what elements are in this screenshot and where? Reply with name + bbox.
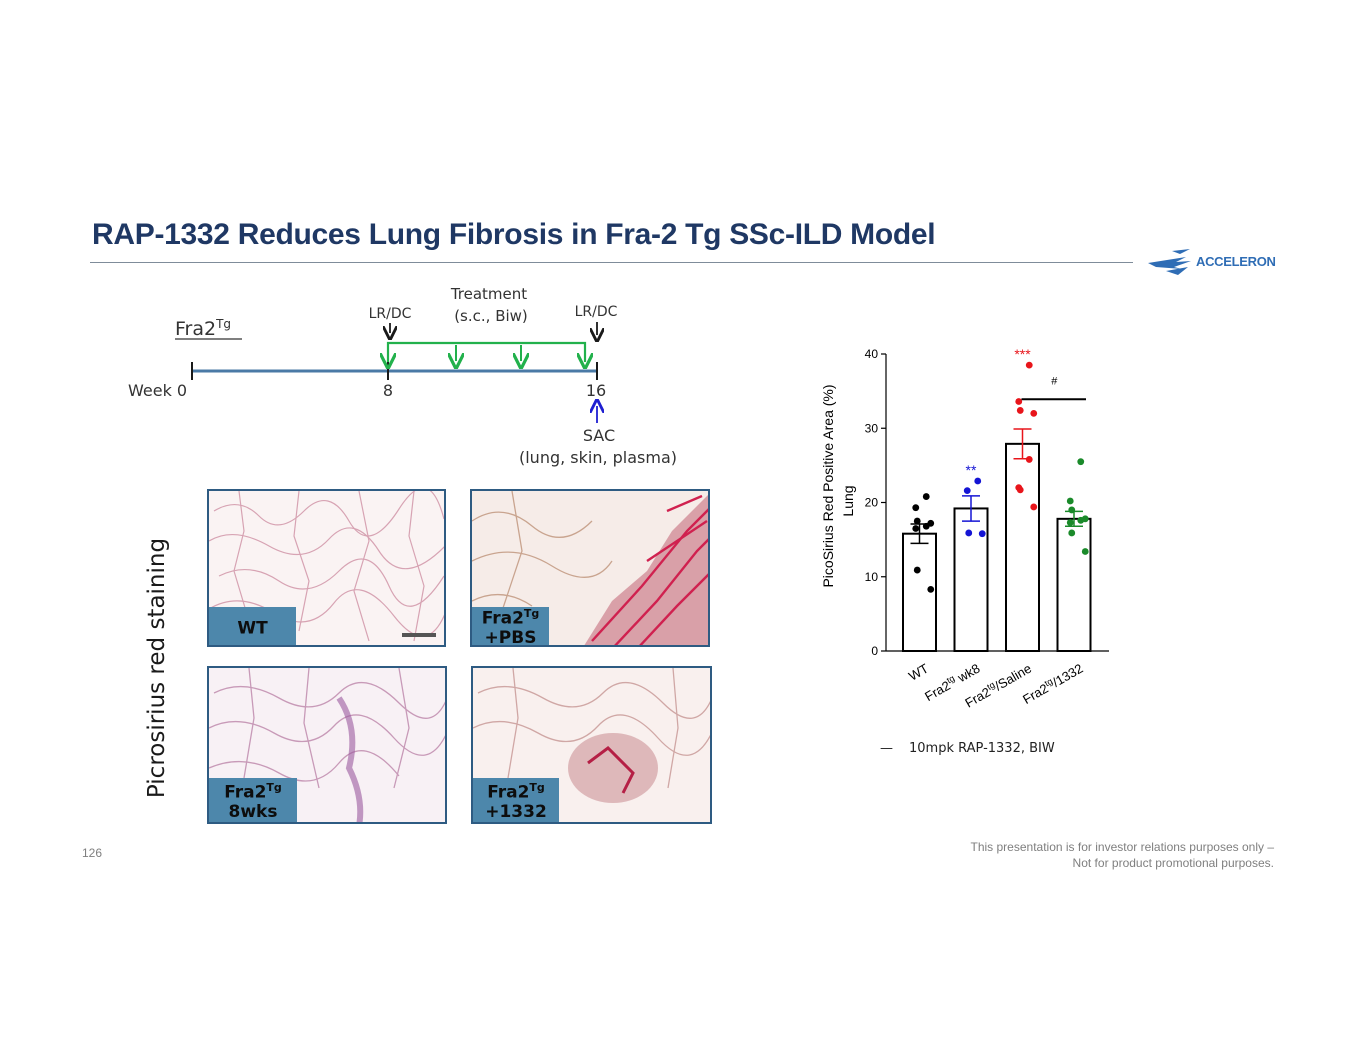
data-point bbox=[1025, 361, 1033, 369]
lrdc-left: LR/DC bbox=[369, 306, 412, 322]
data-point bbox=[913, 517, 921, 525]
week-label: Week 0 bbox=[128, 381, 187, 400]
significance-marker: *** bbox=[1014, 346, 1031, 362]
logo-text: ACCELERON bbox=[1196, 254, 1276, 269]
significance-marker: ** bbox=[966, 462, 977, 478]
data-point bbox=[1016, 407, 1024, 414]
data-point bbox=[965, 529, 973, 537]
data-point bbox=[1025, 456, 1033, 463]
comparison-marker: # bbox=[1051, 375, 1058, 387]
data-point bbox=[1077, 458, 1085, 466]
staining-side-label: Picrosirius red staining bbox=[144, 537, 170, 799]
picrosirius-bar-chart: 0 10 20 30 40 PicoSirius Red Positive Area (%… bbox=[820, 346, 1109, 711]
data-point bbox=[912, 504, 920, 512]
histology-panel-wt: WT bbox=[207, 489, 446, 647]
data-point bbox=[963, 487, 971, 495]
disclaimer-line-2: Not for product promotional purposes. bbox=[1072, 856, 1274, 870]
acceleron-logo bbox=[1148, 249, 1191, 275]
data-point bbox=[978, 530, 986, 538]
data-point bbox=[1030, 503, 1038, 511]
histology-panel-fra2-1332: Fra2Tg +1332 bbox=[471, 666, 712, 824]
panel-label: Fra2Tg +PBS bbox=[472, 607, 549, 645]
data-point bbox=[912, 525, 920, 532]
lrdc-right: LR/DC bbox=[575, 304, 618, 320]
panel-label: WT bbox=[209, 607, 296, 645]
data-point bbox=[1066, 497, 1074, 505]
treatment-label: Treatment bbox=[450, 285, 527, 303]
disclaimer: This presentation is for investor relati… bbox=[971, 839, 1275, 871]
y-tick-label: 20 bbox=[865, 496, 879, 510]
legend-text: 10mpk RAP-1332, BIW bbox=[909, 741, 1055, 756]
y-axis-label-line2: Lung bbox=[840, 485, 856, 516]
data-point bbox=[913, 566, 921, 574]
chart-legend: — 10mpk RAP-1332, BIW bbox=[880, 741, 1055, 756]
model-label: Fra2Tg bbox=[175, 317, 231, 340]
y-tick-label: 10 bbox=[865, 570, 879, 584]
data-point bbox=[1077, 516, 1085, 524]
scale-bar bbox=[402, 633, 436, 637]
legend-symbol: — bbox=[880, 741, 893, 756]
data-point bbox=[1068, 506, 1076, 514]
histology-image bbox=[472, 491, 708, 645]
bar bbox=[953, 507, 989, 652]
panel-label: Fra2Tg +1332 bbox=[473, 778, 559, 822]
data-point bbox=[922, 522, 930, 530]
y-tick-label: 30 bbox=[865, 421, 879, 435]
title-divider bbox=[90, 262, 1133, 263]
data-point bbox=[927, 585, 935, 593]
y-tick-label: 0 bbox=[871, 644, 878, 658]
histology-panel-fra2-pbs: Fra2Tg +PBS bbox=[470, 489, 710, 647]
panel-label: Fra2Tg 8wks bbox=[209, 778, 297, 822]
data-point bbox=[922, 493, 930, 500]
treatment-timeline: Fra2Tg Week 0 8 16 LR/DC LR/DC Treatment… bbox=[128, 285, 677, 467]
treatment-bracket bbox=[386, 341, 587, 362]
y-axis-label: PicoSirius Red Positive Area (%) bbox=[820, 384, 836, 587]
data-point bbox=[974, 477, 982, 485]
data-point bbox=[1068, 529, 1076, 537]
bar bbox=[902, 532, 937, 652]
disclaimer-line-1: This presentation is for investor relati… bbox=[970, 840, 1275, 854]
slide-title: RAP-1332 Reduces Lung Fibrosis in Fra-2 … bbox=[92, 218, 936, 251]
bar bbox=[1056, 517, 1092, 652]
page-number: 126 bbox=[82, 846, 103, 860]
data-point bbox=[1016, 486, 1024, 494]
x-tick-label: WT bbox=[906, 661, 931, 684]
data-point bbox=[1030, 410, 1038, 417]
tick-16: 16 bbox=[586, 381, 606, 400]
histology-panel-fra2-8wks: Fra2Tg 8wks bbox=[207, 666, 447, 824]
y-tick-label: 40 bbox=[865, 347, 879, 361]
sac-detail: (lung, skin, plasma) bbox=[519, 448, 677, 467]
data-point bbox=[1066, 519, 1074, 526]
data-point bbox=[1081, 548, 1089, 555]
tick-8: 8 bbox=[383, 381, 393, 400]
data-point bbox=[1015, 398, 1023, 405]
treatment-detail: (s.c., Biw) bbox=[454, 307, 528, 325]
sac-label: SAC bbox=[583, 426, 615, 445]
bar bbox=[1005, 442, 1040, 652]
